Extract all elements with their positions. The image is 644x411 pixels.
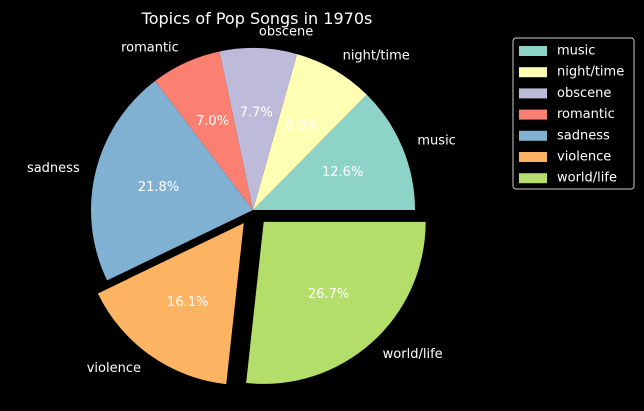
legend-label-romantic: romantic	[557, 107, 615, 122]
pie-slice-world-life	[246, 221, 426, 384]
slice-label-sadness: sadness	[27, 161, 80, 176]
legend-swatch-world-life	[519, 173, 547, 184]
pie-slice-night-time	[253, 54, 367, 210]
pie-slice-violence	[97, 223, 244, 385]
legend-label-sadness: sadness	[557, 128, 610, 143]
legend-swatch-music	[519, 46, 547, 56]
legend-swatch-violence	[519, 152, 547, 162]
legend-label-music: music	[557, 44, 595, 59]
slice-label-night-time: night/time	[343, 48, 410, 63]
legend-swatch-romantic	[519, 109, 547, 120]
pie-slice-romantic	[155, 51, 253, 210]
slice-label-obscene: obscene	[259, 24, 313, 39]
pie-labels: 12.6% music 8.0% night/time 7.7% obscene 7.0% r…	[27, 24, 456, 376]
pie-slices	[91, 48, 426, 385]
slice-label-violence: violence	[87, 361, 141, 376]
pct-label-romantic: 7.0%	[196, 114, 229, 129]
slice-label-world-life: world/life	[383, 347, 443, 362]
pct-label-obscene: 7.7%	[240, 105, 273, 120]
slice-label-romantic: romantic	[121, 40, 179, 55]
legend: music night/time obscene romantic sadness vio…	[512, 37, 635, 190]
pct-label-sadness: 21.8%	[138, 180, 179, 195]
legend-label-violence: violence	[557, 150, 611, 165]
pie-slice-music	[253, 94, 415, 210]
pct-label-world-life: 26.7%	[308, 287, 349, 302]
pct-label-night-time: 8.0%	[285, 118, 318, 133]
pct-label-music: 12.6%	[322, 165, 363, 180]
chart-title: Topics of Pop Songs in 1970s	[141, 9, 373, 28]
legend-swatch-night-time	[519, 67, 547, 78]
pct-label-violence: 16.1%	[167, 295, 208, 310]
legend-swatch-obscene	[519, 88, 547, 99]
pie-slice-sadness	[91, 80, 253, 281]
slice-label-music: music	[417, 134, 455, 149]
legend-swatch-sadness	[519, 130, 547, 141]
legend-label-night-time: night/time	[557, 65, 624, 80]
legend-label-world-life: world/life	[557, 171, 617, 186]
legend-label-obscene: obscene	[557, 86, 611, 101]
pie-slice-obscene	[219, 48, 298, 210]
